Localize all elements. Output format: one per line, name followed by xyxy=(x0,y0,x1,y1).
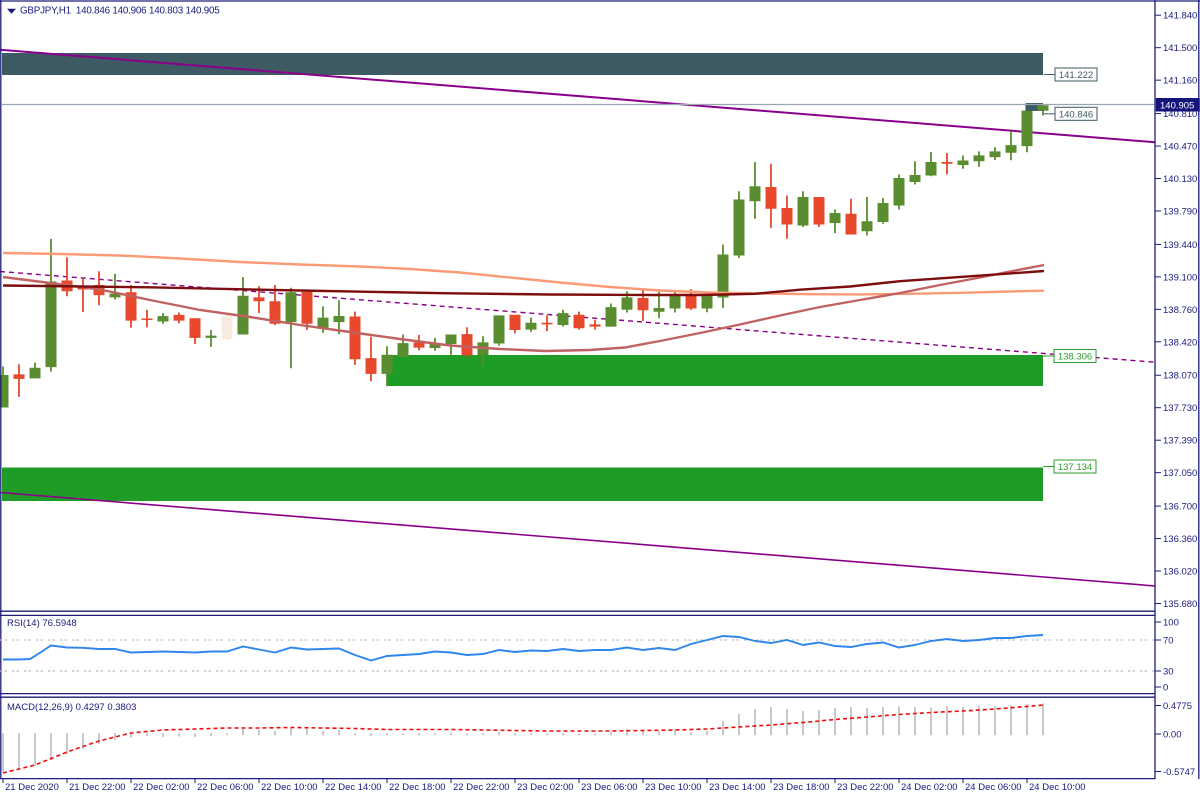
svg-text:23 Dec 06:00: 23 Dec 06:00 xyxy=(581,782,638,793)
svg-text:24 Dec 10:00: 24 Dec 10:00 xyxy=(1029,782,1086,793)
svg-text:135.680: 135.680 xyxy=(1163,599,1197,610)
svg-text:21 Dec 2020: 21 Dec 2020 xyxy=(5,782,59,793)
svg-text:139.790: 139.790 xyxy=(1163,206,1197,217)
svg-text:GBPJPY,H1 140.846 140.906 140: GBPJPY,H1 140.846 140.906 140.803 140.90… xyxy=(20,6,220,17)
svg-text:140.905: 140.905 xyxy=(1160,101,1194,112)
svg-text:140.130: 140.130 xyxy=(1163,174,1197,185)
svg-text:0.00: 0.00 xyxy=(1163,730,1182,741)
svg-text:137.730: 137.730 xyxy=(1163,403,1197,414)
svg-text:141.222: 141.222 xyxy=(1059,70,1093,81)
svg-text:21 Dec 22:00: 21 Dec 22:00 xyxy=(69,782,126,793)
svg-text:23 Dec 10:00: 23 Dec 10:00 xyxy=(645,782,702,793)
svg-text:141.840: 141.840 xyxy=(1163,11,1197,22)
svg-text:24 Dec 02:00: 24 Dec 02:00 xyxy=(901,782,958,793)
svg-text:22 Dec 06:00: 22 Dec 06:00 xyxy=(197,782,254,793)
svg-text:22 Dec 22:00: 22 Dec 22:00 xyxy=(453,782,510,793)
svg-text:138.420: 138.420 xyxy=(1163,337,1197,348)
svg-text:136.020: 136.020 xyxy=(1163,567,1197,578)
svg-text:138.070: 138.070 xyxy=(1163,371,1197,382)
svg-text:22 Dec 02:00: 22 Dec 02:00 xyxy=(133,782,190,793)
svg-text:-0.5747: -0.5747 xyxy=(1163,767,1195,778)
svg-text:70: 70 xyxy=(1163,636,1174,647)
svg-text:136.360: 136.360 xyxy=(1163,534,1197,545)
svg-text:140.846: 140.846 xyxy=(1059,109,1093,120)
svg-text:23 Dec 14:00: 23 Dec 14:00 xyxy=(709,782,766,793)
svg-text:140.810: 140.810 xyxy=(1163,109,1197,120)
svg-text:23 Dec 18:00: 23 Dec 18:00 xyxy=(773,782,830,793)
svg-text:139.440: 139.440 xyxy=(1163,240,1197,251)
svg-text:22 Dec 14:00: 22 Dec 14:00 xyxy=(325,782,382,793)
svg-text:139.100: 139.100 xyxy=(1163,272,1197,283)
svg-text:23 Dec 22:00: 23 Dec 22:00 xyxy=(837,782,894,793)
svg-text:0.4775: 0.4775 xyxy=(1163,701,1192,712)
svg-text:138.306: 138.306 xyxy=(1058,352,1092,363)
svg-text:137.390: 137.390 xyxy=(1163,436,1197,447)
svg-text:100: 100 xyxy=(1163,618,1179,629)
svg-text:140.470: 140.470 xyxy=(1163,142,1197,153)
svg-text:141.500: 141.500 xyxy=(1163,43,1197,54)
svg-text:30: 30 xyxy=(1163,667,1174,678)
svg-text:MACD(12,26,9) 0.4297 0.3803: MACD(12,26,9) 0.4297 0.3803 xyxy=(7,702,136,713)
svg-text:136.700: 136.700 xyxy=(1163,502,1197,513)
svg-text:RSI(14) 76.5948: RSI(14) 76.5948 xyxy=(7,618,77,629)
svg-text:23 Dec 02:00: 23 Dec 02:00 xyxy=(517,782,574,793)
svg-text:138.760: 138.760 xyxy=(1163,305,1197,316)
svg-text:137.050: 137.050 xyxy=(1163,468,1197,479)
svg-text:141.160: 141.160 xyxy=(1163,76,1197,87)
svg-text:22 Dec 10:00: 22 Dec 10:00 xyxy=(261,782,318,793)
svg-text:0: 0 xyxy=(1163,683,1168,694)
svg-text:22 Dec 18:00: 22 Dec 18:00 xyxy=(389,782,446,793)
svg-text:24 Dec 06:00: 24 Dec 06:00 xyxy=(965,782,1022,793)
svg-text:137.134: 137.134 xyxy=(1058,462,1092,473)
